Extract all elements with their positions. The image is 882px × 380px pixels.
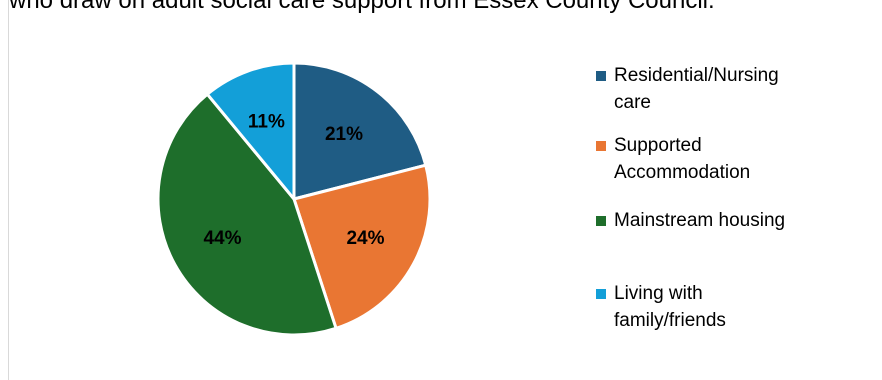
legend-label: Residential/Nursing care <box>614 65 779 113</box>
legend-swatch <box>596 71 606 81</box>
chart-frame <box>8 0 882 380</box>
pie-slice-2 <box>156 92 338 337</box>
data-label-0: 21% <box>325 124 363 145</box>
legend-item-3: Living with family/friends <box>596 280 814 334</box>
legend-label: Living with family/friends <box>614 283 726 331</box>
legend-label: Supported Accommodation <box>614 135 751 183</box>
legend-item-0: Residential/Nursing care <box>596 62 814 116</box>
pie-slice-0 <box>292 61 428 201</box>
data-label-3: 11% <box>248 112 285 133</box>
data-label-1: 24% <box>346 228 384 249</box>
pie-slice-1 <box>292 163 432 330</box>
pie-slice-3 <box>205 61 296 201</box>
legend-swatch <box>596 141 606 151</box>
chart-title: who draw on adult social care support fr… <box>9 0 715 14</box>
legend-item-2: Mainstream housing <box>596 207 814 234</box>
legend-swatch <box>596 289 606 299</box>
legend-item-1: Supported Accommodation <box>596 132 814 186</box>
data-label-2: 44% <box>203 228 241 249</box>
legend-label: Mainstream housing <box>614 210 786 231</box>
legend-swatch <box>596 216 606 226</box>
